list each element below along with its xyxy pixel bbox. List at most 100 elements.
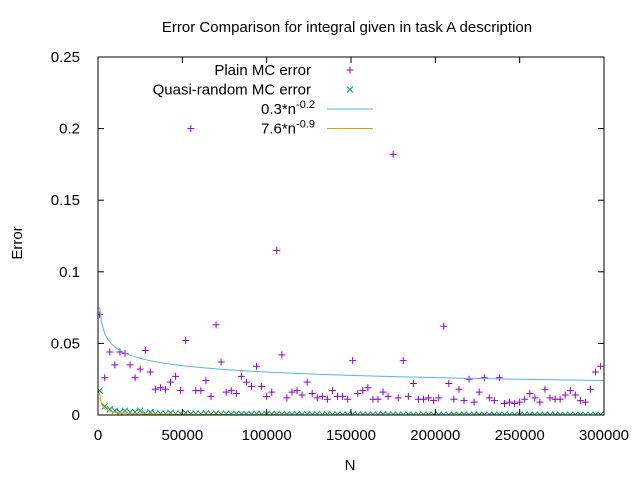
plain-mc-point <box>566 387 574 395</box>
plain-mc-point <box>435 394 443 402</box>
quasi-mc-point <box>243 410 250 415</box>
plain-mc-point <box>328 387 336 395</box>
plain-mc-point <box>177 387 185 395</box>
plain-mc-point <box>374 395 382 403</box>
plain-mc-point <box>161 385 169 393</box>
plain-mc-point <box>156 384 164 392</box>
quasi-mc-point <box>187 410 195 415</box>
plain-mc-point <box>354 390 362 398</box>
plain-mc-point <box>465 375 473 383</box>
plain-mc-point <box>253 362 261 370</box>
plain-mc-point <box>526 390 534 398</box>
plain-mc-point <box>455 385 463 393</box>
plain-mc-point <box>536 398 544 406</box>
plain-mc-point <box>430 397 438 405</box>
legend-label: 0.3*n-0.2 <box>261 99 315 118</box>
plain-mc-point <box>242 378 250 386</box>
plain-mc-point <box>172 372 180 380</box>
plain-mc-point <box>349 357 357 365</box>
plain-mc-point <box>587 385 595 393</box>
quasi-mc-point <box>313 410 321 415</box>
plain-mc-point <box>485 394 493 402</box>
quasi-mc-point <box>157 410 164 415</box>
plain-mc-point <box>344 395 352 403</box>
y-tick-label: 0.1 <box>59 264 80 281</box>
legend-label: 7.6*n-0.9 <box>261 119 315 138</box>
plain-mc-point <box>516 398 524 406</box>
plain-mc-point <box>293 387 301 395</box>
plain-mc-point <box>571 391 579 399</box>
y-tick-label: 0.25 <box>51 49 80 66</box>
plot-frame <box>97 56 605 416</box>
plain-mc-point <box>450 395 458 403</box>
quasi-mc-point <box>232 410 240 415</box>
plain-mc-point <box>98 311 104 319</box>
x-tick-label: 0 <box>94 427 102 444</box>
plain-mc-point <box>511 400 519 408</box>
legend-marker <box>346 66 354 74</box>
quasi-mc-point <box>98 387 104 395</box>
plain-mc-point <box>232 390 240 398</box>
plain-mc-point <box>581 398 589 406</box>
series-2 <box>99 307 604 382</box>
plain-mc-point <box>131 374 139 382</box>
quasi-mc-point <box>197 410 205 415</box>
plain-mc-point <box>500 400 508 408</box>
plain-mc-point <box>258 382 266 390</box>
plain-mc-point <box>283 394 291 402</box>
x-tick-label: 100000 <box>242 427 292 444</box>
plain-mc-point <box>440 322 448 330</box>
y-axis-label: Error <box>9 226 26 259</box>
plain-mc-point <box>111 361 119 369</box>
quasi-mc-point <box>172 410 179 415</box>
plain-mc-point <box>495 374 503 382</box>
quasi-mc-point <box>126 408 134 415</box>
chart-title: Error Comparison for integral given in t… <box>162 19 532 36</box>
plain-mc-point <box>399 357 407 365</box>
plain-mc-point <box>490 397 498 405</box>
plain-mc-point <box>167 378 175 386</box>
legend-label: Quasi-random MC error <box>153 82 311 99</box>
fit-line <box>99 393 604 415</box>
y-tick-label: 0.15 <box>51 192 80 209</box>
plain-mc-point <box>576 397 584 405</box>
y-tick-label: 0.2 <box>59 121 80 138</box>
plain-mc-point <box>460 397 468 405</box>
plain-mc-point <box>227 387 235 395</box>
series-3 <box>99 393 604 415</box>
quasi-mc-point <box>116 408 124 415</box>
plain-mc-point <box>303 378 311 386</box>
plain-mc-point <box>263 392 271 400</box>
quasi-mc-point <box>136 407 144 415</box>
plain-mc-point <box>323 395 331 403</box>
quasi-mc-point <box>217 410 225 415</box>
plain-mc-point <box>222 388 230 396</box>
plain-mc-point <box>182 337 190 345</box>
plain-mc-point <box>409 379 417 387</box>
plain-mc-point <box>531 394 539 402</box>
y-tick-label: 0.05 <box>51 335 80 352</box>
legend-marker <box>346 86 354 93</box>
plain-mc-point <box>146 368 154 376</box>
plain-mc-point <box>136 365 144 373</box>
plain-mc-point <box>273 246 281 254</box>
plain-mc-point <box>561 391 569 399</box>
quasi-mc-point <box>192 410 200 415</box>
plain-mc-point <box>597 362 604 370</box>
plain-mc-point <box>101 374 109 382</box>
plain-mc-point <box>394 394 402 402</box>
fit-line <box>99 307 604 382</box>
plain-mc-point <box>141 347 149 355</box>
plain-mc-point <box>506 398 514 406</box>
quasi-mc-point <box>162 410 169 415</box>
plain-mc-point <box>420 395 428 403</box>
plain-mc-point <box>359 387 367 395</box>
plain-mc-point <box>318 392 326 400</box>
plain-mc-point <box>197 387 205 395</box>
plain-mc-point <box>445 379 453 387</box>
quasi-mc-point <box>379 410 387 415</box>
plain-mc-point <box>425 394 433 402</box>
y-tick-label: 0 <box>72 407 80 424</box>
legend-label: Plain MC error <box>214 62 311 79</box>
